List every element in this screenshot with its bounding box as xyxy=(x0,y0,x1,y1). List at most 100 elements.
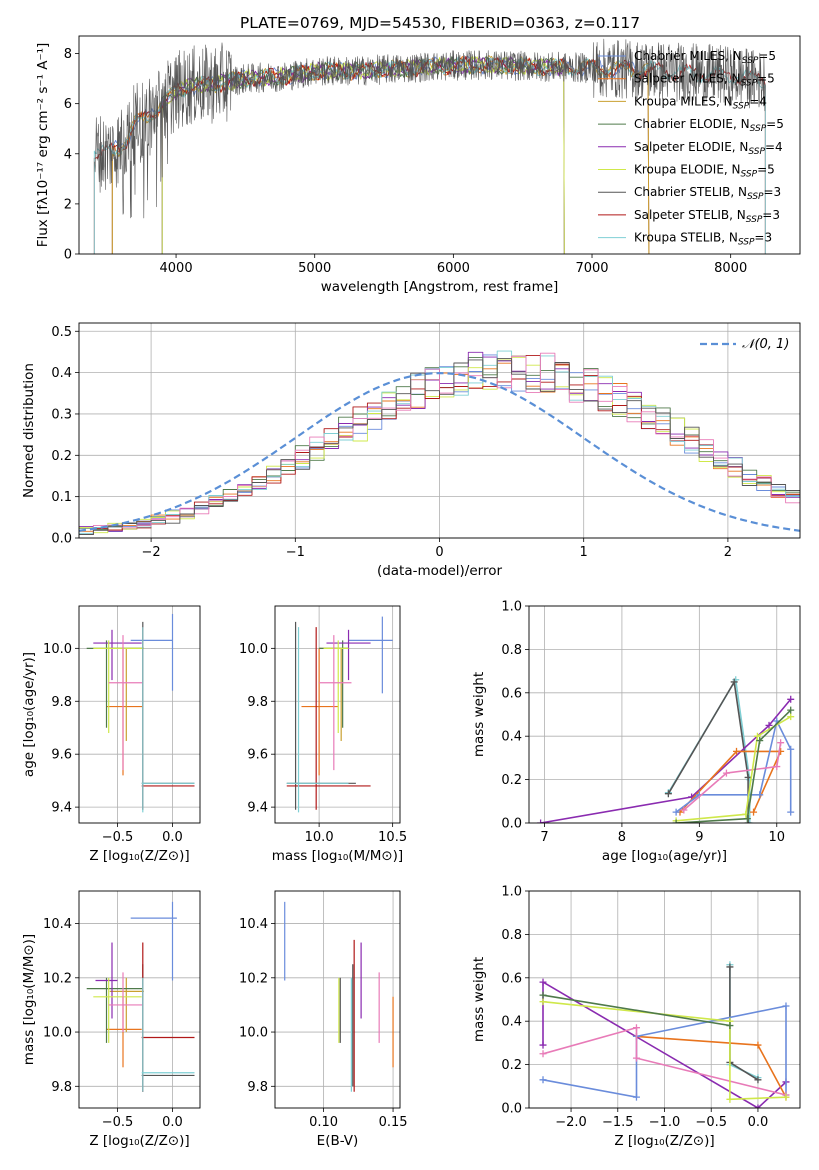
legend-entry: Salpeter STELIB, NSSP=3 xyxy=(634,208,780,225)
x-axis-label: age [log₁₀(age/yr)] xyxy=(602,848,727,864)
mass-weight-marker xyxy=(777,747,785,755)
mass-weight-marker xyxy=(539,1041,547,1049)
mass-weight-marker xyxy=(765,721,773,729)
spectrum-legend: Chabrier MILES, NSSP=5 Salpeter MILES, NS… xyxy=(598,49,784,248)
residual-histogram-line xyxy=(79,352,800,535)
y-tick-label: 10.4 xyxy=(239,917,268,932)
mass-weight-marker xyxy=(787,706,795,714)
mass-weight-marker xyxy=(632,1054,640,1062)
y-tick-label: 9.8 xyxy=(247,695,268,710)
y-tick-label: 0.3 xyxy=(51,407,72,422)
error-bar-point xyxy=(109,647,144,741)
weight_vs_age-plot-area xyxy=(537,676,795,823)
mass-weight-marker xyxy=(777,739,785,747)
y-tick-label: 10.2 xyxy=(239,971,268,986)
figure-title: PLATE=0769, MJD=54530, FIBERID=0363, z=0… xyxy=(240,14,640,32)
normal-legend-label: 𝒩(0, 1) xyxy=(742,337,789,352)
x-tick-label: 2 xyxy=(724,545,732,560)
weight_vs_age-axes: 7 8 9 10 0.0 0.2 0.4 0.6 0.8 1.0 age [log₁₀(age/yr… xyxy=(471,600,801,864)
spectrum-plot-area xyxy=(93,38,766,254)
weight_vs_age-panel: 7 8 9 10 0.0 0.2 0.4 0.6 0.8 1.0 age [log₁₀(age/yr… xyxy=(471,600,801,864)
x-tick-label: 4000 xyxy=(160,261,193,276)
mass-weight-marker xyxy=(722,769,730,777)
x-tick-label: 1 xyxy=(580,545,588,560)
mass-weight-marker xyxy=(537,819,545,823)
y-tick-label: 9.8 xyxy=(51,695,72,710)
error-bar-point xyxy=(130,901,177,981)
mass-weight-line xyxy=(683,742,782,811)
mass-weight-marker xyxy=(632,1024,640,1032)
mass-weight-marker xyxy=(733,747,741,755)
mass_vs_ebv-panel: 0.10 0.15 9.8 10.0 10.2 10.4 E(B-V) xyxy=(239,890,408,1149)
y-tick-label: 0.2 xyxy=(51,449,72,464)
x-axis-label: Z [log₁₀(Z/Z⊙)] xyxy=(89,848,189,864)
error-bar-point xyxy=(141,627,195,810)
mass-weight-marker xyxy=(782,1093,790,1101)
mass-weight-marker xyxy=(539,1050,547,1058)
mass-weight-marker xyxy=(744,819,752,823)
mass_vs_Z-frame xyxy=(78,890,201,1109)
weight_vs_Z-panel: −2.0 −1.5 −1.0 −0.5 0.0 0.0 0.2 0.4 0.6 0.8 1.0 Z [… xyxy=(471,885,801,1149)
y-axis-label: mass weight xyxy=(471,672,487,757)
x-tick-label: 0.0 xyxy=(162,830,183,845)
mass-weight-marker xyxy=(787,745,795,753)
weight_vs_Z-frame xyxy=(528,890,801,1109)
y-tick-label: 4 xyxy=(64,147,72,162)
mass-weight-marker xyxy=(754,1041,762,1049)
weight_vs_Z-plot-area xyxy=(539,961,790,1108)
mass-weight-marker xyxy=(743,815,751,823)
error-bar-point xyxy=(95,942,118,1019)
mass-weight-marker xyxy=(773,763,781,771)
mass-weight-line xyxy=(675,720,792,813)
y-tick-label: 6 xyxy=(64,97,72,112)
y-tick-label: 10.0 xyxy=(43,642,72,657)
y-tick-label: 9.8 xyxy=(247,1080,268,1095)
mass-weight-line xyxy=(542,1000,787,1101)
y-axis-label: mass weight xyxy=(471,957,487,1042)
mass-weight-marker xyxy=(787,713,795,721)
x-tick-label: 0.0 xyxy=(748,1115,769,1130)
weight_vs_Z-axes: −2.0 −1.5 −1.0 −0.5 0.0 0.0 0.2 0.4 0.6 0.8 1.0 Z [… xyxy=(471,885,801,1149)
y-tick-label: 10.2 xyxy=(43,971,72,986)
x-tick-label: −1 xyxy=(286,545,305,560)
mass-weight-marker xyxy=(744,773,752,781)
y-tick-label: 0.0 xyxy=(51,532,72,547)
y-tick-label: 0.6 xyxy=(501,686,522,701)
y-tick-label: 9.4 xyxy=(51,801,72,816)
y-tick-label: 10.4 xyxy=(43,917,72,932)
y-tick-label: 9.4 xyxy=(247,801,268,816)
error-bar-point xyxy=(326,629,371,681)
error-bar-point xyxy=(286,627,371,810)
mass-weight-marker xyxy=(754,1076,762,1084)
y-axis-label: Normed distribution xyxy=(21,363,37,498)
x-tick-label: 10 xyxy=(768,830,785,845)
error-bar-point xyxy=(86,640,143,728)
x-tick-label: 8 xyxy=(618,830,626,845)
error-bar-point xyxy=(348,616,393,694)
x-tick-label: 10.5 xyxy=(378,830,407,845)
x-tick-label: −1.0 xyxy=(649,1115,681,1130)
y-tick-label: 9.6 xyxy=(51,748,72,763)
x-tick-label: 7 xyxy=(540,830,548,845)
mass-weight-line xyxy=(540,698,792,823)
spectrum-panel: 4000 5000 6000 7000 8000 0 2 4 6 8 wavelength [Ang… xyxy=(35,35,801,295)
x-tick-label: 7000 xyxy=(575,261,608,276)
age_vs_mass-panel: 10.0 10.5 9.4 9.6 9.8 10.0 mass [log₁₀(M/M⊙)] xyxy=(239,605,407,864)
error-bar-point xyxy=(319,635,352,771)
y-tick-label: 0.8 xyxy=(501,643,522,658)
age_vs_mass-frame xyxy=(274,605,401,824)
x-axis-label: E(B-V) xyxy=(317,1133,359,1149)
mass-weight-marker xyxy=(754,1104,762,1108)
mass-weight-line xyxy=(542,1026,787,1096)
mass-weight-marker xyxy=(750,808,758,816)
mass-weight-marker xyxy=(632,1093,640,1101)
x-axis-label: Z [log₁₀(Z/Z⊙)] xyxy=(614,1133,714,1149)
x-tick-label: −0.5 xyxy=(695,1115,727,1130)
mass_vs_Z-axes: −0.5 0.0 9.8 10.0 10.2 10.4 Z [log₁₀(Z/Z⊙)] mas… xyxy=(21,890,201,1149)
mass-weight-marker xyxy=(730,678,738,686)
y-tick-label: 0.6 xyxy=(501,971,522,986)
residual-histogram-line xyxy=(79,358,800,535)
age_vs_Z-frame xyxy=(78,605,201,824)
residual-histogram-line xyxy=(79,350,800,534)
